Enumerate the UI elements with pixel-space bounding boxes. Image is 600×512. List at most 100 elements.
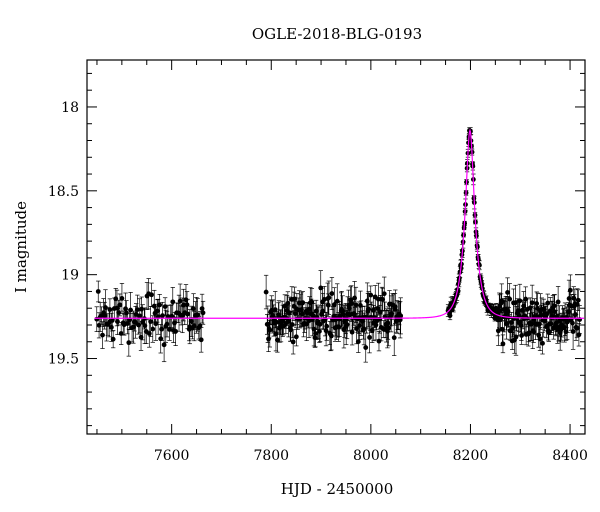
data-point [348,297,353,303]
data-point [110,336,116,342]
data-point [267,327,273,333]
data-point [326,295,332,301]
data-point [126,340,132,346]
data-point [113,296,119,302]
data-point [273,331,279,337]
data-point [535,305,540,311]
data-point [334,298,340,304]
data-point [546,330,552,335]
data-point [505,309,511,314]
data-point [320,308,326,314]
data-point [274,337,280,343]
data-point [329,291,335,296]
data-point [161,342,167,348]
data-point [128,307,134,313]
data-point [325,302,331,308]
data-point [157,302,163,308]
data-point [293,334,299,340]
data-point [355,339,361,345]
data-point [574,302,580,307]
x-tick-label: 7600 [154,448,190,464]
data-point [523,296,529,302]
data-point [359,318,365,324]
data-point [158,336,164,342]
data-point [198,337,204,343]
data-point [536,332,542,338]
data-point [386,325,392,331]
data-point [368,292,374,298]
data-point [286,319,292,324]
data-point [117,302,123,308]
data-point [503,321,509,327]
data-point [562,325,567,330]
data-point [498,317,503,323]
data-point [505,290,510,295]
data-point [349,329,355,335]
data-point [552,309,558,315]
data-point [518,322,524,328]
data-point [447,313,453,319]
data-point [385,320,391,326]
data-point [529,300,535,306]
tick-labels: 7600 7800 8000 8200 8400 18 18.5 19 19.5 [48,100,588,464]
data-point [96,322,102,328]
data-point [575,297,581,303]
data-point [574,325,580,331]
data-point [570,320,575,326]
data-point [123,306,128,312]
data-point [265,321,271,327]
data-point [364,298,370,304]
data-point [103,305,108,310]
x-tick-label: 7800 [253,448,289,464]
data-point [544,324,549,330]
data-point [344,322,350,327]
axis-ticks [87,60,585,434]
data-point [263,289,269,295]
data-point [398,313,404,319]
data-point [548,321,554,327]
data-point [199,306,205,312]
data-point [318,285,324,291]
plot-frame [86,59,586,435]
data-point [495,328,501,334]
data-point [270,313,276,318]
data-point [170,299,176,305]
data-point [197,323,203,329]
data-point [324,323,330,329]
data-point [292,296,297,302]
data-point [541,306,547,312]
data-point [285,300,291,306]
data-point [266,336,271,342]
data-point [534,301,540,306]
data-point [153,321,159,327]
data-point [146,331,152,336]
data-point [200,310,206,316]
data-point [537,336,543,342]
data-point [340,312,346,317]
data-point [527,305,533,311]
data-point [563,329,569,335]
data-point [304,321,310,327]
data-point [272,307,278,313]
data-point [173,328,179,334]
data-point [547,308,553,314]
data-point [124,310,129,316]
data-point [116,310,122,316]
data-point [351,311,357,316]
data-point [148,319,154,325]
data-point [191,323,197,329]
data-point [357,303,363,308]
data-point [377,316,383,322]
data-point [544,311,550,317]
data-point [538,312,544,318]
data-point [169,313,175,319]
data-point [313,331,318,336]
data-point [292,311,298,316]
data-point [149,292,154,298]
data-point [510,325,516,331]
data-point [134,307,140,312]
data-point [519,333,525,338]
data-point [499,326,505,332]
data-point [108,324,114,330]
data-point [162,304,168,309]
